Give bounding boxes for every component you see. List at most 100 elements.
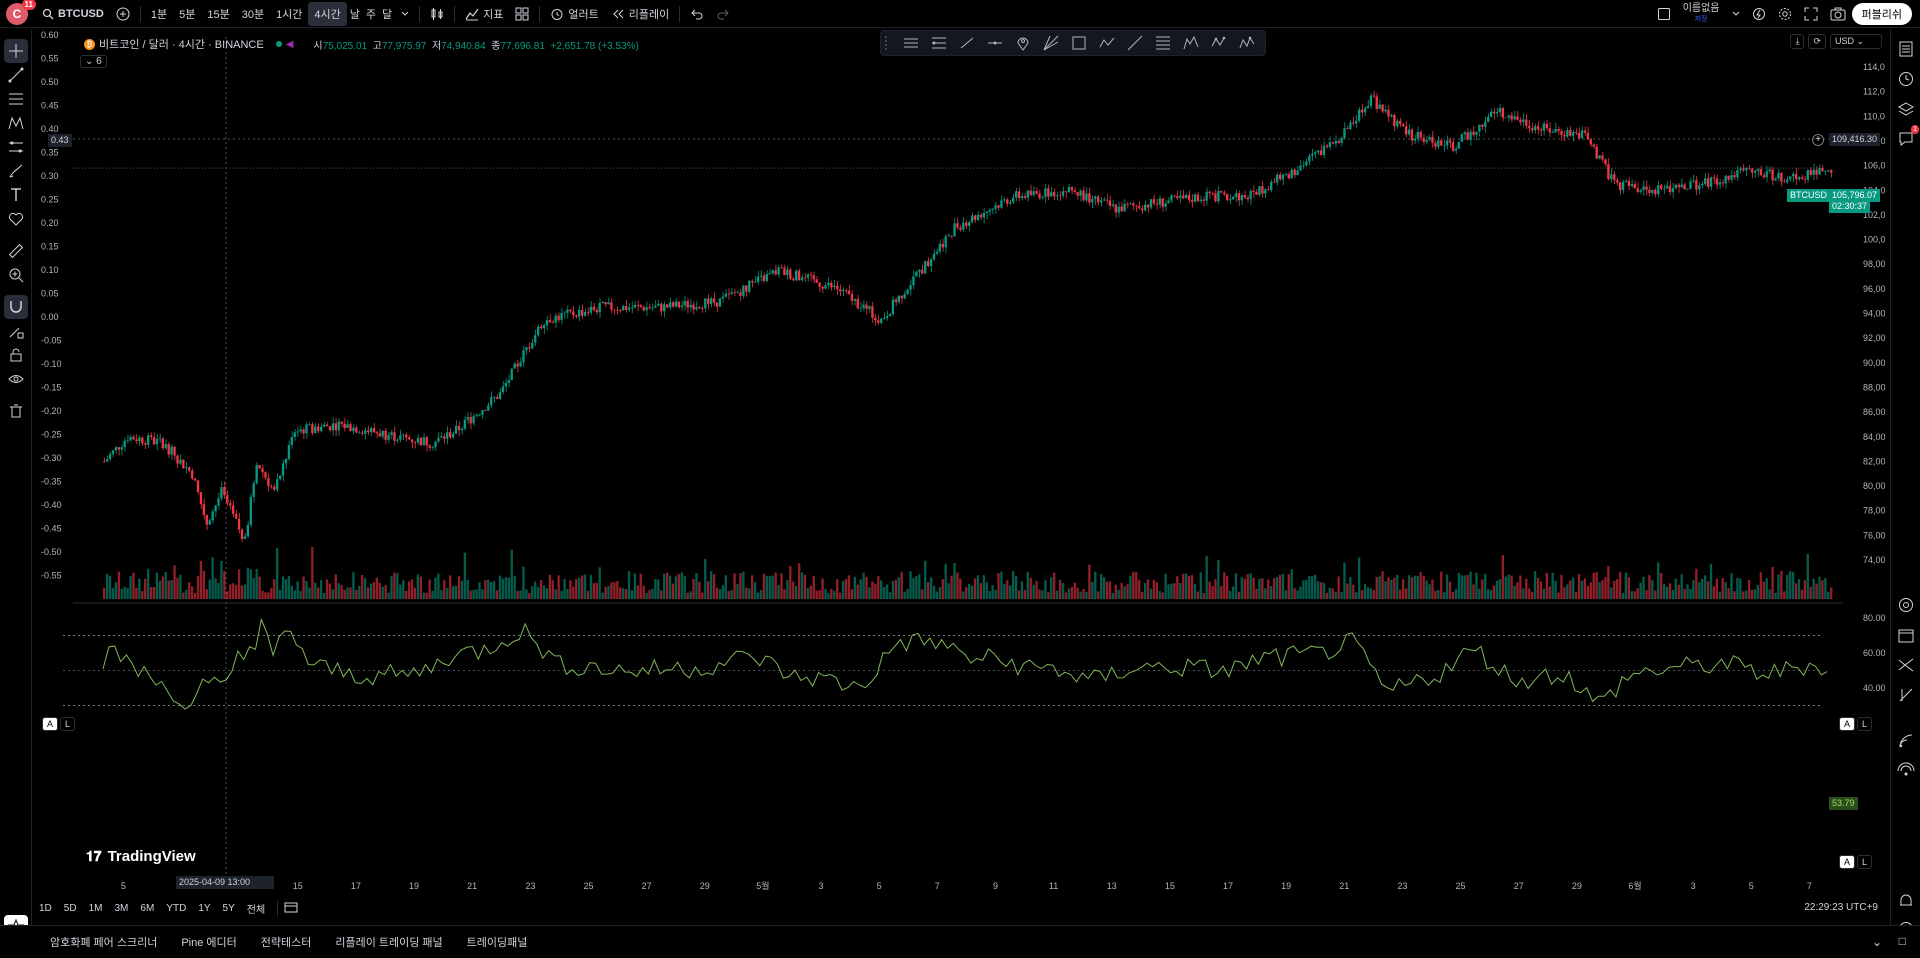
interval-week[interactable]: 주 bbox=[365, 8, 377, 21]
interval-month[interactable]: 달 bbox=[382, 8, 393, 21]
channel-tool[interactable] bbox=[897, 31, 925, 55]
extended-line-tool[interactable] bbox=[1121, 31, 1149, 55]
interval-dropdown[interactable] bbox=[395, 2, 415, 26]
period-all[interactable]: 전체 bbox=[246, 904, 266, 916]
compare-button[interactable] bbox=[110, 2, 136, 26]
chart-type-button[interactable] bbox=[424, 2, 450, 26]
panel-maximize-icon[interactable]: □ bbox=[1898, 934, 1906, 948]
panel-collapse-icon[interactable]: ⌄ bbox=[1871, 935, 1882, 949]
path-tool[interactable] bbox=[1093, 31, 1121, 55]
period-6m[interactable]: 6M bbox=[140, 902, 155, 914]
symbol-search[interactable]: BTCUSD bbox=[36, 2, 110, 26]
tab-trading-panel[interactable]: 트레이딩패널 bbox=[466, 937, 528, 949]
tab-strategy-tester[interactable]: 전략테스터 bbox=[260, 937, 312, 949]
signals-button[interactable] bbox=[1894, 759, 1918, 783]
settings-button[interactable] bbox=[1772, 2, 1798, 26]
reset-scale-button[interactable]: ⟳ bbox=[1808, 34, 1826, 49]
streams-button[interactable] bbox=[1894, 729, 1918, 753]
user-avatar[interactable]: C 11 bbox=[6, 0, 36, 25]
quick-search-button[interactable] bbox=[1746, 2, 1772, 26]
fib-tool[interactable] bbox=[4, 87, 28, 111]
legend-title[interactable]: 비트코인 / 달러 · 4시간 · BINANCE bbox=[99, 39, 264, 51]
price-chart[interactable]: 114,000.00112,000.00110,000.00108,000.00… bbox=[33, 29, 1885, 897]
scroll-to-latest-button[interactable]: ⤓ bbox=[1790, 34, 1805, 49]
interval-1h[interactable]: 1시간 bbox=[276, 8, 303, 21]
period-5d[interactable]: 5D bbox=[63, 902, 77, 914]
fib-channel-tool[interactable] bbox=[1149, 31, 1177, 55]
alert-button[interactable]: 얼러트 bbox=[544, 2, 604, 26]
drag-handle[interactable] bbox=[885, 36, 893, 50]
elliott-tool[interactable] bbox=[1177, 31, 1205, 55]
zoom-tool[interactable] bbox=[4, 263, 28, 287]
publish-button[interactable]: 퍼블리쉬 bbox=[1851, 3, 1912, 25]
layout-toggle[interactable] bbox=[1651, 2, 1677, 26]
interval-15m[interactable]: 15분 bbox=[207, 8, 230, 21]
currency-select[interactable]: USD ⌄ bbox=[1830, 34, 1882, 49]
legend-collapse-button[interactable]: ⌄ 6 bbox=[80, 55, 107, 68]
magnet-tool[interactable] bbox=[4, 295, 28, 319]
right-log-scale-button[interactable]: L bbox=[1857, 717, 1873, 731]
period-1d[interactable]: 1D bbox=[39, 902, 52, 914]
brush-tool[interactable] bbox=[4, 159, 28, 183]
calendar-button[interactable] bbox=[1894, 623, 1918, 647]
interval-5m[interactable]: 5분 bbox=[179, 8, 196, 21]
period-1y[interactable]: 1Y bbox=[198, 902, 211, 914]
crosshair-tool[interactable] bbox=[4, 39, 28, 63]
interval-1m[interactable]: 1분 bbox=[150, 8, 168, 21]
indicator-templates-button[interactable] bbox=[509, 2, 535, 26]
prediction-tool[interactable] bbox=[4, 135, 28, 159]
layout-name[interactable]: 이름없음 저장 bbox=[1677, 3, 1726, 25]
period-5y[interactable]: 5Y bbox=[222, 902, 235, 914]
trend-line-tool[interactable] bbox=[4, 63, 28, 87]
wave-tool[interactable] bbox=[1205, 31, 1233, 55]
hide-drawings-tool[interactable] bbox=[4, 367, 28, 391]
right-auto-scale-button[interactable]: A bbox=[1839, 717, 1856, 731]
favorites-tool[interactable] bbox=[4, 207, 28, 231]
interval-4h[interactable]: 4시간 bbox=[308, 1, 347, 26]
rsi-log-scale-button[interactable]: L bbox=[1857, 855, 1873, 869]
interval-day[interactable]: 날 bbox=[349, 8, 360, 21]
text-tool[interactable] bbox=[4, 183, 28, 207]
ideas-button[interactable] bbox=[1894, 653, 1918, 677]
indicators-button[interactable]: 지표 bbox=[459, 2, 509, 26]
left-auto-scale-button[interactable]: A bbox=[42, 717, 59, 731]
period-ytd[interactable]: YTD bbox=[166, 902, 187, 914]
horizontal-ray-tool[interactable] bbox=[981, 31, 1009, 55]
period-3m[interactable]: 3M bbox=[114, 902, 129, 914]
keep-drawing-tool[interactable] bbox=[4, 319, 28, 343]
layout-dropdown[interactable] bbox=[1726, 2, 1746, 26]
fib-fan-tool[interactable] bbox=[1037, 31, 1065, 55]
alerts-panel-button[interactable] bbox=[1894, 67, 1918, 91]
measure-tool[interactable] bbox=[4, 239, 28, 263]
chats-button[interactable]: 1 bbox=[1894, 125, 1919, 151]
fullscreen-button[interactable] bbox=[1798, 2, 1824, 26]
lock-drawings-tool[interactable] bbox=[4, 343, 28, 367]
screener-button[interactable] bbox=[1894, 593, 1918, 617]
remove-drawings-tool[interactable] bbox=[4, 399, 28, 423]
snapshot-button[interactable] bbox=[1824, 2, 1852, 26]
interval-30m[interactable]: 30분 bbox=[241, 8, 265, 21]
cycle-tool[interactable] bbox=[1233, 31, 1261, 55]
pattern-tool[interactable] bbox=[4, 111, 28, 135]
data-window-button[interactable] bbox=[1894, 97, 1918, 121]
tab-crypto-screener[interactable]: 암호화폐 페어 스크리너 bbox=[50, 937, 158, 949]
goto-date-button[interactable] bbox=[277, 900, 304, 916]
redo-button[interactable] bbox=[710, 2, 736, 26]
add-alert-button[interactable]: + bbox=[1812, 134, 1824, 146]
undo-button[interactable] bbox=[684, 2, 710, 26]
replay-button[interactable]: 리플레이 bbox=[605, 2, 675, 26]
notifications-button[interactable] bbox=[1894, 889, 1918, 913]
left-log-scale-button[interactable]: L bbox=[60, 717, 76, 731]
tab-replay-trading[interactable]: 리플레이 트레이딩 패널 bbox=[335, 937, 443, 949]
rectangle-tool[interactable] bbox=[1065, 31, 1093, 55]
rsi-auto-scale-button[interactable]: A bbox=[1839, 855, 1856, 869]
pitchfork-tool[interactable] bbox=[925, 31, 953, 55]
pin-tool[interactable] bbox=[1009, 31, 1037, 55]
timezone-clock[interactable]: 22:29:23 UTC+9 bbox=[1804, 902, 1878, 913]
ray-tool[interactable] bbox=[953, 31, 981, 55]
tab-pine-editor[interactable]: Pine 에디터 bbox=[181, 937, 237, 949]
watchlist-button[interactable] bbox=[1894, 37, 1918, 61]
period-1m[interactable]: 1M bbox=[88, 902, 103, 914]
candle-body bbox=[1789, 176, 1792, 180]
trading-button[interactable] bbox=[1894, 683, 1918, 707]
